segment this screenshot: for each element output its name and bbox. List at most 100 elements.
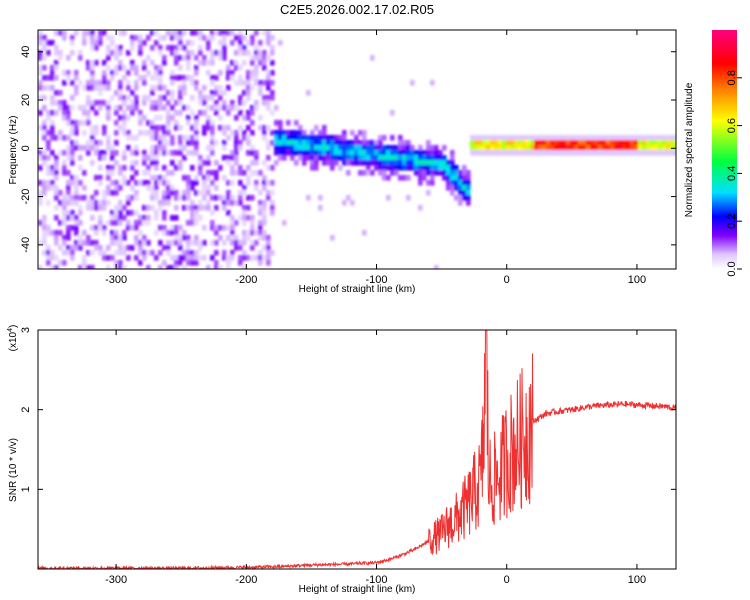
heatmap-cell (174, 120, 179, 126)
heatmap-cell (174, 240, 179, 246)
heatmap-cell (626, 135, 631, 141)
heatmap-cell (618, 145, 623, 151)
heatmap-cell (210, 170, 215, 176)
heatmap-cell (122, 175, 127, 181)
heatmap-cell (86, 80, 91, 86)
heatmap-cell (86, 265, 91, 269)
heatmap-cell (218, 115, 223, 121)
heatmap-cell (110, 50, 115, 56)
heatmap-cell (62, 195, 67, 201)
heatmap-cell (594, 150, 599, 156)
heatmap-cell (58, 105, 63, 111)
heatmap-cell (278, 145, 283, 151)
heatmap-cell (258, 260, 263, 266)
heatmap-cell (226, 105, 231, 111)
heatmap-cell (578, 140, 583, 146)
heatmap-cell (230, 225, 235, 231)
heatmap-cell (54, 75, 59, 81)
heatmap-cell (582, 135, 587, 141)
heatmap-cell (54, 215, 59, 221)
heatmap-cell (126, 85, 131, 91)
heatmap-cell (142, 65, 147, 71)
heatmap-cell (70, 250, 75, 256)
heatmap-cell (198, 35, 203, 41)
heatmap-cell (58, 230, 63, 236)
heatmap-cell (130, 175, 135, 181)
heatmap-cell (102, 190, 107, 196)
y-tick-label: 20 (20, 94, 32, 106)
heatmap-cell (654, 150, 659, 156)
heatmap-cell (462, 165, 467, 171)
heatmap-cell (154, 130, 159, 136)
heatmap-cell (134, 210, 139, 216)
heatmap-cell (266, 245, 271, 251)
heatmap-cell (398, 165, 403, 171)
heatmap-cell (158, 200, 163, 206)
heatmap-cell (322, 160, 327, 166)
heatmap-cell (166, 265, 171, 269)
heatmap-cell (254, 150, 259, 156)
heatmap-cell (50, 95, 55, 101)
heatmap-cell (230, 165, 235, 171)
heatmap-cell (222, 50, 227, 56)
heatmap-cell (674, 150, 676, 156)
heatmap-cell (530, 135, 535, 141)
heatmap-cell (154, 70, 159, 76)
heatmap-cell (114, 160, 119, 166)
heatmap-cell (246, 195, 251, 201)
heatmap-cell (254, 105, 259, 111)
heatmap-cell (446, 165, 451, 171)
heatmap-cell (186, 55, 191, 61)
heatmap-cell (254, 160, 259, 166)
heatmap-cell (222, 130, 227, 136)
heatmap-cell (270, 210, 275, 216)
heatmap-cell (230, 170, 235, 176)
heatmap-cell (450, 185, 455, 191)
heatmap-cell (262, 125, 267, 131)
heatmap-cell (106, 220, 111, 226)
heatmap-cell (206, 125, 211, 131)
heatmap-cell (450, 155, 455, 161)
heatmap-cell (598, 150, 603, 156)
heatmap-cell (182, 45, 187, 51)
heatmap-cell (230, 75, 235, 81)
heatmap-cell (182, 135, 187, 141)
heatmap-cell (566, 140, 571, 146)
heatmap-cell (650, 145, 655, 151)
heatmap-cell (586, 150, 591, 156)
heatmap-cell (214, 100, 219, 106)
heatmap-cell (162, 60, 167, 66)
x-tick-label: -100 (366, 574, 388, 586)
heatmap-cells (38, 30, 676, 269)
heatmap-cell (486, 135, 491, 141)
heatmap-cell (38, 95, 43, 101)
heatmap-cell (298, 135, 303, 141)
heatmap-cell (258, 235, 263, 241)
heatmap-cell (238, 140, 243, 146)
heatmap-cell (214, 195, 219, 201)
heatmap-cell (258, 200, 263, 206)
heatmap-cell (174, 35, 179, 41)
heatmap-cell (450, 150, 455, 156)
heatmap-cell (210, 135, 215, 141)
heatmap-cell (190, 135, 195, 141)
heatmap-cell (618, 140, 623, 146)
heatmap-cell (78, 55, 83, 61)
heatmap-cell (114, 50, 119, 56)
heatmap-cell (190, 240, 195, 246)
heatmap-cell (654, 135, 659, 141)
heatmap-cell (602, 145, 607, 151)
heatmap-cell (518, 145, 523, 151)
heatmap-cell (202, 190, 207, 196)
heatmap-cell (62, 150, 67, 156)
heatmap-cell (158, 115, 163, 121)
heatmap-cell (58, 50, 63, 56)
heatmap-cell (162, 245, 167, 251)
heatmap-cell (142, 205, 147, 211)
y-tick-label: 0 (20, 145, 32, 151)
heatmap-cell (282, 140, 287, 146)
heatmap-cell (86, 110, 91, 116)
heatmap-cell (66, 195, 71, 201)
heatmap-cell (354, 145, 359, 151)
heatmap-cell (82, 145, 87, 151)
